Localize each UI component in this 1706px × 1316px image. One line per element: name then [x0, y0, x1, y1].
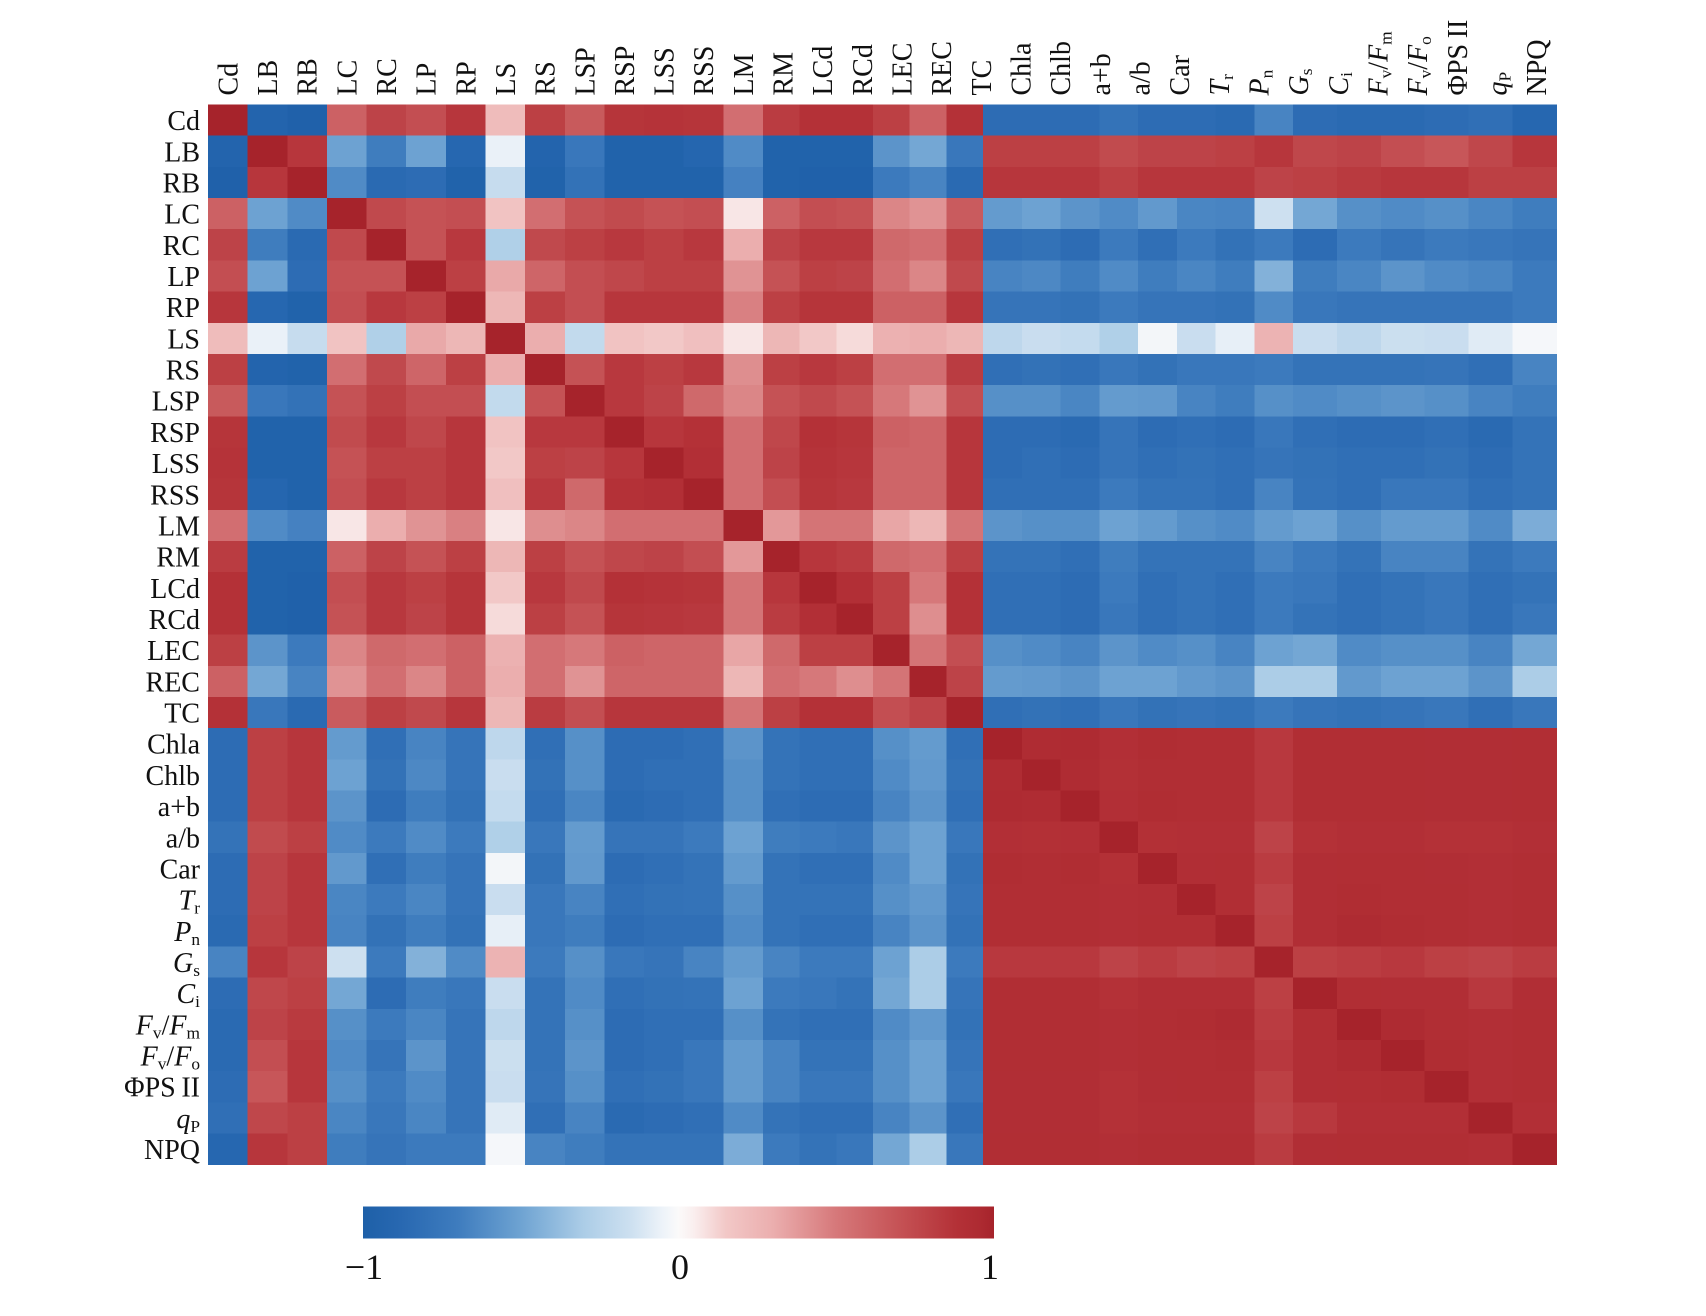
svg-text:LC: LC: [164, 200, 200, 231]
svg-text:Chla: Chla: [147, 730, 200, 761]
svg-text:LS: LS: [491, 63, 522, 96]
svg-text:RB: RB: [293, 58, 324, 95]
svg-text:RM: RM: [156, 543, 200, 574]
svg-text:−1: −1: [345, 1247, 383, 1287]
svg-text:LB: LB: [253, 60, 284, 96]
svg-text:RC: RC: [372, 58, 403, 95]
svg-text:REC: REC: [146, 667, 200, 698]
svg-text:TC: TC: [164, 699, 200, 730]
svg-text:Gs: Gs: [1284, 68, 1316, 95]
svg-text:LEC: LEC: [147, 636, 200, 667]
svg-text:Cd: Cd: [167, 106, 200, 137]
svg-text:RP: RP: [451, 61, 482, 95]
svg-text:LSS: LSS: [152, 449, 200, 480]
svg-text:RSS: RSS: [689, 46, 720, 96]
svg-text:LP: LP: [412, 63, 443, 96]
svg-text:RCd: RCd: [149, 605, 200, 636]
svg-text:RSP: RSP: [150, 418, 200, 449]
svg-text:RC: RC: [163, 231, 200, 262]
svg-text:Fv/Fm: Fv/Fm: [1363, 31, 1395, 97]
svg-text:LS: LS: [167, 324, 200, 355]
svg-text:LC: LC: [332, 60, 363, 96]
svg-text:LP: LP: [167, 262, 200, 293]
svg-text:qP: qP: [176, 1104, 200, 1136]
svg-text:LM: LM: [729, 53, 760, 95]
svg-text:a/b: a/b: [166, 823, 200, 854]
svg-text:LCd: LCd: [150, 574, 200, 605]
svg-text:Fv/Fo: Fv/Fo: [140, 1042, 201, 1074]
svg-text:Pn: Pn: [173, 917, 200, 949]
svg-text:a+b: a+b: [158, 792, 200, 823]
svg-text:LSP: LSP: [570, 47, 601, 95]
svg-text:LSP: LSP: [152, 387, 200, 418]
svg-text:RM: RM: [769, 52, 800, 96]
svg-text:Chlb: Chlb: [1046, 41, 1077, 95]
svg-text:RP: RP: [166, 293, 200, 324]
svg-text:ΦPS II: ΦPS II: [1443, 20, 1474, 96]
svg-text:1: 1: [981, 1247, 999, 1287]
svg-text:NPQ: NPQ: [144, 1135, 200, 1166]
svg-text:Ci: Ci: [1324, 72, 1356, 96]
svg-text:NPQ: NPQ: [1522, 39, 1553, 95]
svg-text:LB: LB: [164, 137, 200, 168]
svg-text:Pn: Pn: [1245, 69, 1277, 96]
svg-text:Fv/Fo: Fv/Fo: [1403, 36, 1435, 97]
svg-text:RB: RB: [163, 169, 200, 200]
svg-text:Gs: Gs: [173, 948, 200, 980]
svg-text:REC: REC: [927, 41, 958, 95]
svg-text:Fv/Fm: Fv/Fm: [135, 1010, 201, 1042]
svg-text:Chlb: Chlb: [146, 761, 200, 792]
svg-text:LEC: LEC: [888, 43, 919, 96]
svg-text:Cd: Cd: [213, 63, 244, 96]
svg-text:RCd: RCd: [848, 44, 879, 95]
svg-text:RSS: RSS: [150, 480, 200, 511]
svg-text:LSS: LSS: [650, 47, 681, 95]
svg-text:qP: qP: [1482, 72, 1514, 96]
svg-text:Car: Car: [1165, 54, 1196, 95]
svg-text:0: 0: [671, 1247, 689, 1287]
svg-text:RS: RS: [531, 61, 562, 95]
svg-text:TC: TC: [967, 60, 998, 96]
svg-text:a/b: a/b: [1126, 61, 1157, 95]
svg-text:ΦPS II: ΦPS II: [124, 1073, 200, 1104]
svg-text:a+b: a+b: [1086, 53, 1117, 95]
svg-text:RSP: RSP: [610, 46, 641, 96]
svg-text:Ci: Ci: [176, 979, 200, 1011]
svg-text:Car: Car: [160, 855, 201, 886]
svg-text:LM: LM: [158, 512, 200, 543]
svg-text:Tr: Tr: [179, 886, 201, 918]
svg-text:RS: RS: [166, 356, 200, 387]
svg-text:LCd: LCd: [808, 46, 839, 96]
svg-text:Tr: Tr: [1205, 74, 1237, 96]
svg-text:Chla: Chla: [1007, 42, 1038, 95]
